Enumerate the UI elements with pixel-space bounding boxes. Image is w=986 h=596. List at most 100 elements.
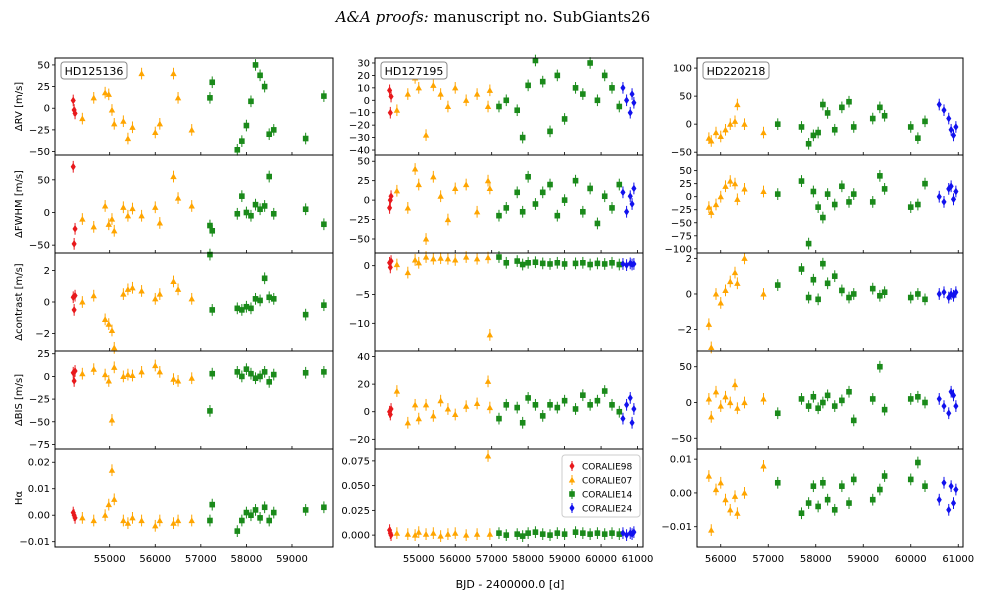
data-point	[760, 290, 767, 297]
data-point	[741, 399, 748, 406]
data-point	[831, 403, 838, 409]
y-tick-label: −30	[349, 133, 370, 144]
data-point	[950, 195, 957, 204]
axes-frame	[54, 448, 334, 548]
star-name: HD220218	[707, 65, 766, 78]
data-point	[572, 406, 579, 412]
data-point	[486, 185, 494, 192]
data-point	[580, 208, 586, 215]
data-point	[266, 379, 272, 385]
data-point	[580, 392, 586, 398]
legend: CORALIE98 CORALIE07 CORALIE14 CORALIE24	[561, 454, 641, 518]
data-point	[525, 260, 531, 266]
data-point	[473, 255, 481, 262]
data-point	[760, 395, 767, 402]
data-point	[484, 452, 492, 459]
y-tick-label: 20	[357, 71, 370, 82]
data-point	[503, 97, 510, 104]
data-point	[152, 129, 159, 136]
data-point	[387, 526, 393, 535]
data-point	[257, 72, 263, 79]
data-point	[705, 203, 713, 210]
data-point	[261, 369, 268, 375]
y-tick-label: 0.01	[670, 455, 692, 466]
data-point	[712, 486, 720, 493]
data-point	[877, 292, 883, 299]
subplot-panel: −50 0 50	[29, 154, 334, 254]
data-point	[209, 307, 216, 313]
subplot-panel: −50 −25 0 25 50	[349, 154, 644, 254]
data-point	[462, 181, 470, 188]
y-tick-label: 25	[357, 176, 370, 187]
data-point	[594, 530, 601, 536]
data-point	[129, 514, 136, 521]
data-point	[444, 255, 452, 262]
data-point	[430, 529, 437, 536]
subplot-panel: 0.000 0.025 0.050 0.075	[341, 448, 644, 548]
data-point	[631, 528, 637, 536]
y-tick-label: 50	[37, 175, 50, 186]
data-point	[120, 118, 127, 124]
data-point	[922, 180, 928, 187]
y-tick-label: −10	[349, 319, 370, 330]
data-point	[519, 419, 526, 426]
data-point	[601, 193, 608, 200]
data-point	[105, 320, 112, 327]
data-point	[496, 254, 502, 260]
y-tick-label: −25	[29, 125, 50, 136]
data-point	[601, 261, 608, 267]
data-point	[422, 235, 430, 242]
data-point	[717, 133, 724, 140]
data-point	[484, 254, 492, 261]
data-point	[631, 98, 637, 107]
data-point	[554, 404, 561, 411]
data-point	[907, 204, 914, 210]
data-point	[624, 207, 630, 216]
data-point	[519, 134, 526, 141]
data-point	[601, 388, 608, 394]
data-point	[708, 137, 715, 144]
data-point	[907, 294, 914, 301]
data-point	[484, 103, 492, 110]
y-tick-label: 25	[37, 349, 50, 360]
data-point	[248, 512, 254, 519]
data-point	[846, 98, 852, 105]
data-point	[525, 530, 531, 536]
data-point	[601, 531, 608, 537]
data-point	[712, 129, 720, 136]
data-point	[71, 240, 77, 248]
data-point	[108, 416, 116, 423]
data-point	[243, 303, 250, 310]
journal-name: A&A proofs:	[335, 8, 429, 26]
data-point	[850, 476, 857, 483]
data-point	[120, 373, 127, 379]
data-point	[437, 532, 444, 539]
y-axis-label: Hα	[14, 491, 25, 506]
data-point	[831, 201, 838, 208]
data-point	[881, 186, 888, 192]
data-point	[90, 292, 97, 299]
data-point	[473, 90, 481, 97]
data-point	[248, 370, 254, 377]
data-point	[805, 500, 812, 506]
data-point	[261, 203, 268, 209]
data-point	[594, 397, 601, 404]
data-point	[824, 110, 831, 116]
data-point	[248, 212, 254, 219]
data-point	[712, 388, 720, 395]
data-point	[404, 269, 412, 276]
x-tick-label: 61000	[622, 554, 654, 565]
y-tick-label: 25	[679, 179, 692, 190]
data-point	[72, 224, 78, 233]
data-point	[422, 401, 430, 408]
data-point	[170, 173, 177, 180]
star-name-box: HD220218	[702, 61, 770, 80]
data-point	[580, 91, 586, 97]
data-point	[108, 327, 116, 334]
data-point	[452, 529, 459, 536]
y-tick-label: 0	[364, 96, 370, 107]
data-point	[616, 181, 623, 188]
data-point	[609, 260, 615, 266]
page-header: A&A proofs: manuscript no. SubGiants26	[0, 8, 986, 26]
